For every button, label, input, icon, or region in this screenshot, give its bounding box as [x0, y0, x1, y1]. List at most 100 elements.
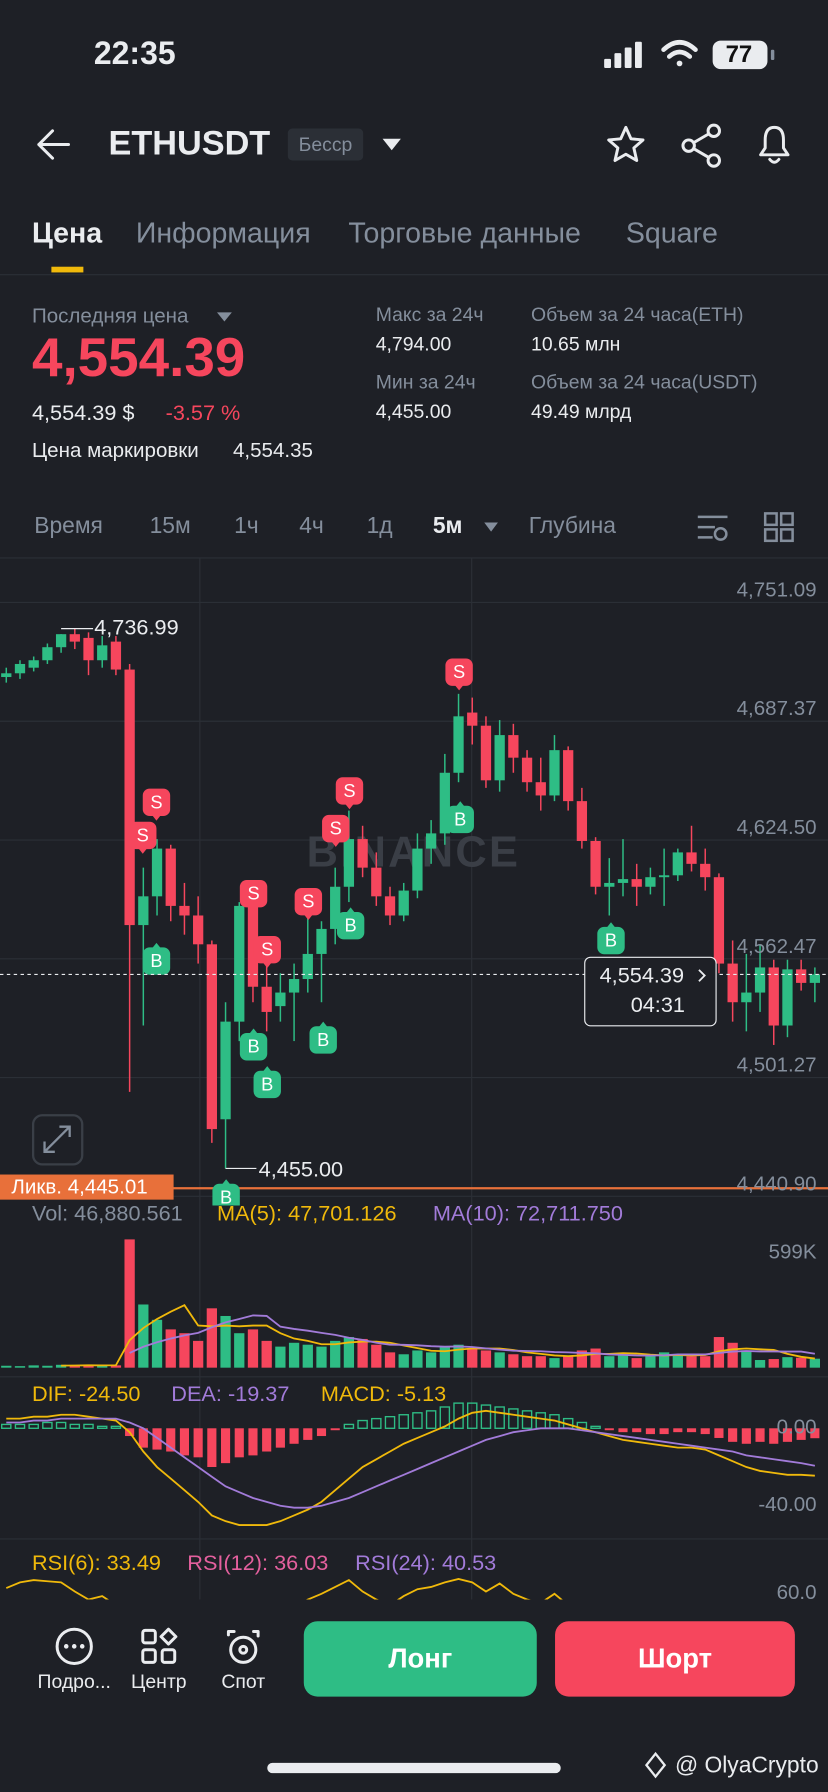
y-tick-label: 4,624.50	[737, 816, 817, 839]
candle-body	[741, 992, 752, 1003]
macd-bar	[412, 1412, 423, 1429]
signal-badge	[212, 1183, 240, 1206]
center-button[interactable]	[141, 1627, 178, 1664]
nav-label[interactable]: Подро...	[38, 1671, 111, 1693]
candle-body	[110, 641, 122, 670]
tab[interactable]: Цена	[32, 217, 103, 249]
stat-label: Объем за 24 часа(USDT)	[531, 371, 757, 393]
candle-body	[330, 886, 341, 929]
macd-bar	[220, 1428, 231, 1464]
price-change: -3.57 %	[166, 400, 241, 425]
tab[interactable]: Информация	[136, 217, 311, 249]
candle-body	[782, 969, 793, 1026]
volume-bar	[631, 1358, 642, 1368]
timeframe-dropdown[interactable]	[484, 522, 498, 532]
timeframe[interactable]: 1ч	[234, 512, 259, 538]
signal-badge	[239, 1033, 268, 1061]
timeframe[interactable]: 4ч	[299, 512, 324, 538]
signal-pointer	[262, 1066, 272, 1072]
signal-pointer	[454, 684, 464, 691]
volume-bar	[741, 1350, 752, 1368]
volume-bar	[371, 1344, 382, 1368]
macd-bar	[810, 1428, 820, 1439]
macd-bar	[303, 1428, 313, 1440]
battery-nub	[770, 49, 775, 61]
long-label[interactable]: Лонг	[388, 1642, 452, 1673]
indicator-settings[interactable]	[697, 515, 728, 541]
y-tick-label: 4,562.47	[737, 935, 817, 958]
more-button[interactable]	[55, 1627, 93, 1665]
back-button[interactable]	[37, 129, 71, 160]
symbol[interactable]: ETHUSDT	[108, 125, 270, 163]
timeframe[interactable]: Время	[34, 512, 103, 538]
macd-bar	[741, 1428, 751, 1444]
long-button[interactable]	[303, 1621, 537, 1697]
volume-bar	[453, 1344, 464, 1368]
signal-pointer	[606, 922, 616, 928]
author: @ OlyaCrypto	[675, 1751, 819, 1777]
candle-body	[316, 928, 327, 954]
volume-bar	[28, 1365, 39, 1368]
volume-bar	[220, 1315, 231, 1368]
timeframe[interactable]: Глубина	[529, 512, 617, 538]
signal-label: S	[150, 791, 162, 812]
signal-label: B	[345, 915, 357, 936]
macd-bar	[357, 1419, 368, 1429]
volume-bar	[179, 1333, 190, 1368]
candle-body	[535, 782, 546, 796]
candle-body	[138, 896, 149, 926]
signal-pointer	[455, 801, 465, 807]
legend-entry: MACD: -5.13	[321, 1381, 446, 1406]
stat-label: Мин за 24ч	[376, 371, 476, 393]
legend-entry: RSI(24): 40.53	[355, 1550, 496, 1575]
macd-bar	[179, 1428, 190, 1456]
nav-label[interactable]: Спот	[221, 1671, 265, 1693]
stat-value: 10.65 млн	[531, 334, 620, 356]
legend-entry: MA(10): 72,711.750	[433, 1200, 623, 1225]
volume-bar	[384, 1352, 396, 1368]
signal-label: B	[605, 930, 617, 951]
short-label[interactable]: Шорт	[638, 1642, 712, 1673]
timeframe[interactable]: 15м	[150, 512, 191, 538]
timeframe[interactable]: 5м	[433, 512, 463, 538]
nav-label[interactable]: Центр	[131, 1671, 187, 1693]
signal-label: S	[330, 818, 342, 839]
layout-button[interactable]	[763, 512, 794, 543]
signal-pointer	[138, 848, 148, 854]
volume-bar	[412, 1350, 423, 1368]
tab[interactable]: Square	[626, 217, 718, 249]
share-button[interactable]	[681, 123, 721, 168]
y-tick-label: 599K	[769, 1240, 817, 1263]
candle-body	[398, 890, 409, 916]
candle-body	[288, 979, 300, 993]
macd-bar	[262, 1428, 272, 1452]
tab[interactable]: Торговые данные	[348, 217, 581, 249]
y-tick-label: 4,751.09	[737, 578, 817, 601]
signal-badge	[253, 935, 281, 964]
signal-pointer	[221, 1179, 231, 1185]
candle-body	[617, 879, 629, 883]
volume-bar	[796, 1357, 807, 1368]
expand-button[interactable]	[31, 1114, 84, 1166]
timeframe[interactable]: 1д	[367, 512, 393, 538]
candle-body	[384, 896, 396, 916]
signal-badge	[322, 814, 350, 843]
short-button[interactable]	[555, 1621, 795, 1697]
alert-button[interactable]	[759, 125, 790, 164]
volume-bar	[97, 1365, 108, 1368]
macd-bar	[604, 1428, 614, 1431]
candle-body	[275, 992, 286, 1007]
spot-button[interactable]	[226, 1630, 260, 1664]
macd-bar	[480, 1404, 492, 1429]
candle-body	[604, 882, 615, 887]
symbol-dropdown[interactable]	[382, 138, 401, 151]
wifi-icon	[661, 40, 698, 67]
last-price-dropdown[interactable]	[216, 312, 232, 322]
signal-label: B	[454, 808, 466, 829]
candle-body	[700, 863, 711, 878]
favorite-button[interactable]	[607, 125, 645, 162]
volume-bar	[42, 1365, 53, 1368]
y-tick-label: 60.0	[777, 1581, 817, 1604]
macd-bar	[398, 1414, 409, 1429]
volume-bar	[727, 1342, 738, 1368]
